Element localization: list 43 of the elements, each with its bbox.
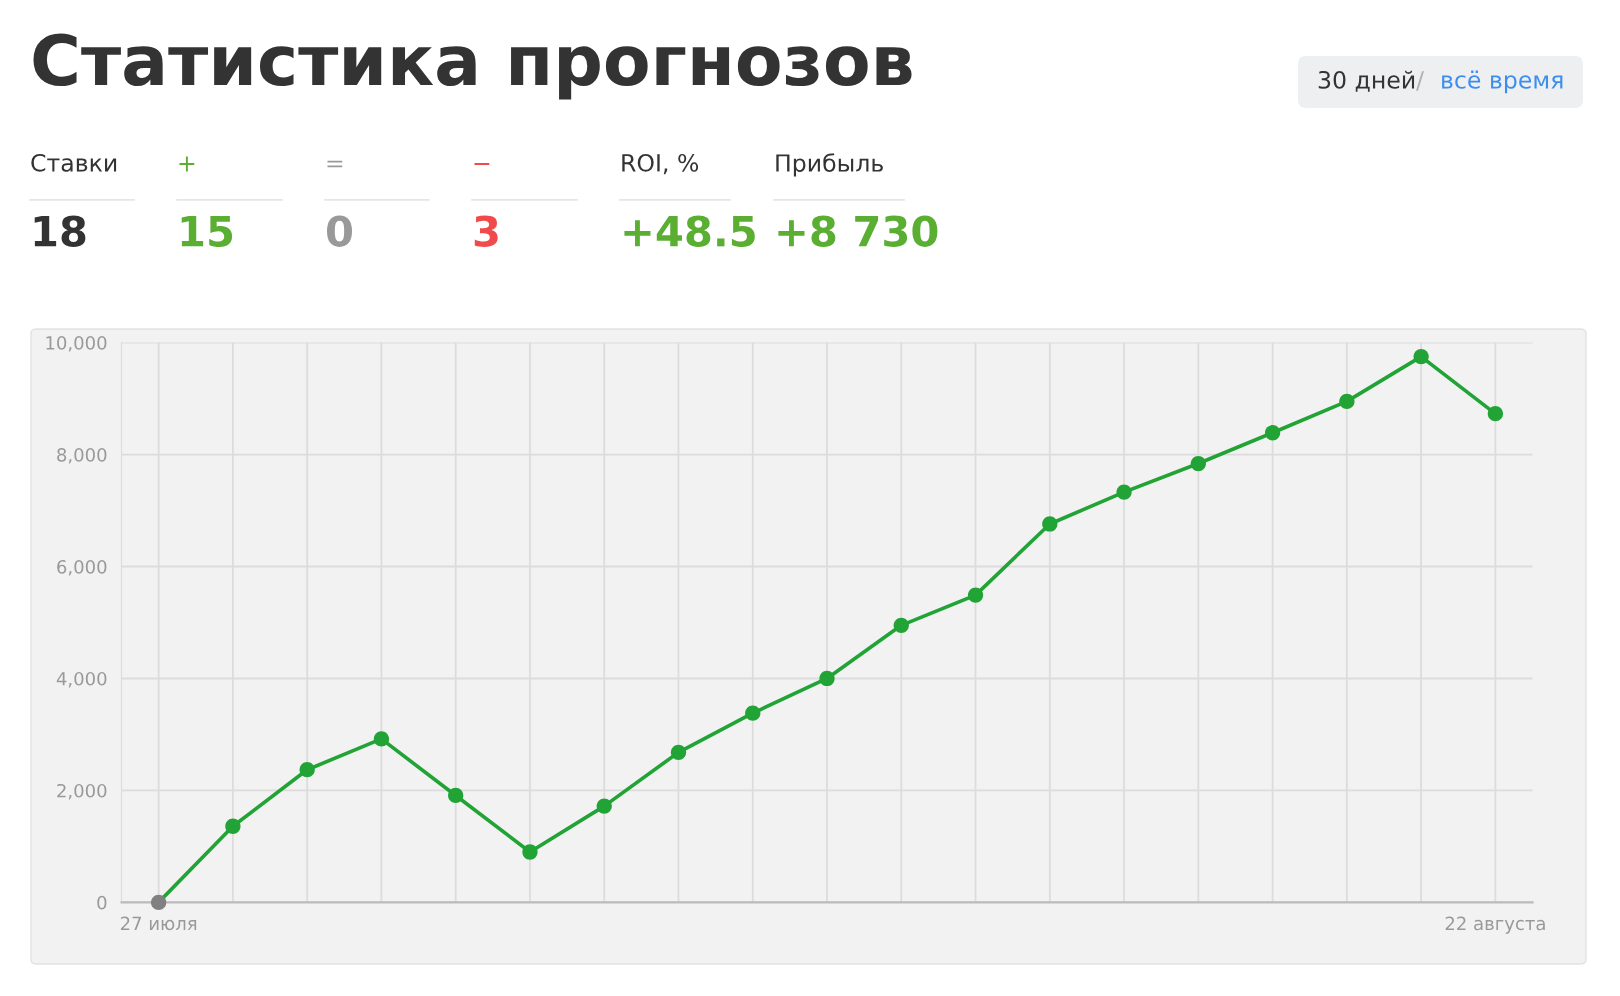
- y-tick-label: 6,000: [57, 559, 107, 576]
- point: [1116, 484, 1132, 500]
- point: [745, 705, 761, 721]
- point: [373, 731, 390, 747]
- point: [448, 787, 464, 804]
- text: 18: [34, 215, 86, 247]
- point: [299, 762, 315, 778]
- text: Статистика прогнозов: [33, 33, 912, 100]
- text: 30 дней: [1318, 70, 1415, 92]
- text: =: [327, 160, 343, 168]
- point: [1264, 425, 1281, 441]
- point: [670, 744, 687, 760]
- x-tick-label: 27 июля: [120, 916, 197, 931]
- point: [893, 617, 909, 633]
- text: /: [1416, 71, 1424, 91]
- text: 3: [474, 215, 498, 247]
- point: [1190, 455, 1206, 472]
- text: Прибыль: [776, 153, 883, 177]
- point: [596, 798, 612, 814]
- text: +8 730: [778, 215, 938, 247]
- y-tick-label: 10,000: [46, 336, 107, 352]
- point: [819, 670, 835, 687]
- y-tick-label: 8,000: [57, 448, 107, 464]
- text: Ставки: [31, 153, 117, 172]
- y-tick-label: 2,000: [57, 783, 107, 800]
- point: [1042, 516, 1058, 532]
- point: [225, 818, 241, 834]
- text: всё время: [1442, 70, 1563, 94]
- point: [1413, 348, 1429, 365]
- x-tick-label: 22 августа: [1445, 916, 1545, 934]
- y-tick-label: 4,000: [56, 671, 107, 688]
- point: [1339, 393, 1355, 410]
- text: +: [179, 156, 195, 172]
- text: 15: [181, 215, 233, 247]
- point: [967, 587, 984, 603]
- point: [522, 844, 538, 860]
- text: +48.5: [624, 215, 755, 247]
- y-tick-label: 0: [97, 895, 107, 910]
- text: 0: [326, 215, 352, 247]
- text: −: [474, 163, 490, 165]
- point: [150, 894, 167, 911]
- text: ROI, %: [622, 153, 699, 175]
- point: [1487, 406, 1504, 422]
